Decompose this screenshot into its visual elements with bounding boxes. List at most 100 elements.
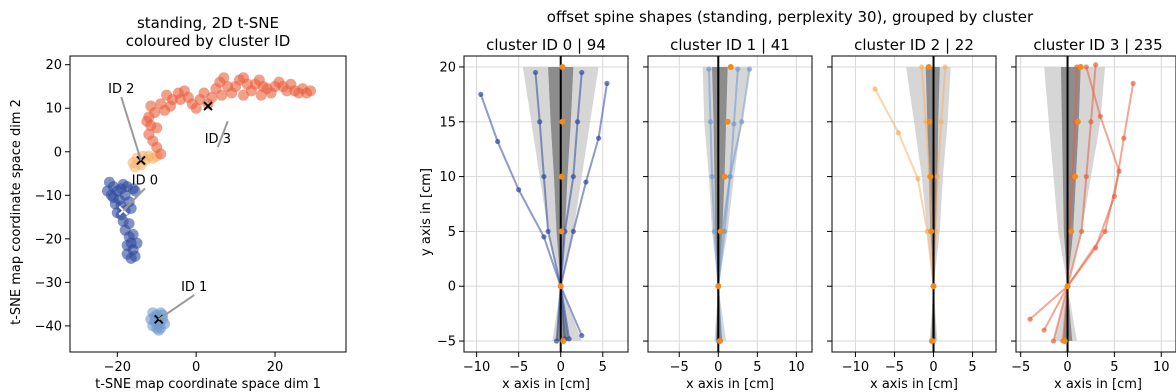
mean-marker (1072, 173, 1079, 180)
y-tick-label: −10 (35, 189, 62, 204)
scatter-point (125, 202, 137, 214)
spine-point (566, 336, 572, 342)
spine-point (1121, 135, 1127, 141)
mean-marker (717, 228, 724, 235)
spine-point (707, 119, 714, 125)
annotation-line (122, 187, 146, 212)
y-tick-label: 20 (439, 60, 456, 75)
mean-marker (558, 173, 565, 180)
spine-point (478, 91, 484, 97)
mean-marker (925, 63, 932, 70)
spine-point (942, 64, 948, 70)
spine-point (934, 173, 941, 180)
mean-marker (559, 118, 566, 125)
y-tick-label: 10 (45, 102, 62, 117)
panel-frame (1015, 55, 1176, 353)
spine-point (604, 80, 610, 87)
spine-point (545, 228, 551, 235)
mean-marker (721, 173, 728, 180)
mean-marker (928, 228, 935, 235)
tsne-y-axis-label: t-SNE map coordinate space dim 2 (9, 99, 24, 325)
x-tick-label: 0 (192, 360, 200, 375)
x-tick-label: −5 (670, 360, 689, 375)
spine-point (746, 66, 753, 72)
spine-panel: cluster ID 0 | 94 −10 −5 0 5 x axis in [cm] −5… (437, 36, 629, 392)
scatter-point (151, 122, 163, 134)
annotation-label: ID 1 (181, 280, 207, 295)
mean-marker (727, 63, 734, 70)
spine-point (1088, 119, 1094, 125)
mean-marker (1074, 118, 1081, 125)
spine-point (933, 228, 939, 235)
panel-content (1016, 56, 1176, 352)
scatter-point (127, 228, 139, 240)
y-tick-label: 20 (45, 58, 62, 73)
spread-band-inner (712, 66, 728, 342)
spine-point (735, 66, 741, 72)
spine-point (1093, 62, 1099, 68)
scatter-point (153, 324, 165, 336)
spine-point (570, 173, 576, 180)
panel-content (832, 56, 996, 352)
scatter-point (237, 89, 249, 101)
spine-point (1050, 338, 1057, 344)
spine-line (1029, 83, 1135, 320)
mean-marker (559, 63, 566, 70)
x-tick-label: −10 (842, 360, 869, 375)
spine-point (541, 234, 547, 240)
spine-panels: cluster ID 0 | 94 −10 −5 0 5 x axis in [cm] −5… (437, 36, 1176, 392)
x-tick-label: 10 (788, 360, 805, 375)
scatter-point (305, 85, 317, 97)
annotation-label: ID 0 (132, 173, 158, 188)
x-tick-label: 0 (557, 360, 565, 375)
spine-point (727, 173, 733, 180)
x-axis-label: x axis in [cm] (870, 377, 958, 392)
mean-marker (560, 338, 567, 345)
panel-frame (831, 55, 997, 353)
tsne-x-axis-label: t-SNE map coordinate space dim 1 (95, 377, 321, 392)
panel-title: cluster ID 1 | 41 (670, 36, 790, 54)
spine-point (711, 228, 717, 235)
scatter-point (131, 237, 143, 249)
spine-point (579, 69, 585, 76)
y-tick-label: 0 (448, 280, 456, 295)
panel-frame (463, 55, 629, 353)
spine-point (553, 338, 560, 344)
mean-marker (927, 173, 934, 180)
y-tick-label: −30 (35, 276, 62, 291)
spine-point (919, 64, 925, 70)
mean-marker (716, 338, 723, 345)
scatter-point (161, 89, 173, 101)
spine-point (1027, 316, 1033, 322)
scatter-point (174, 94, 186, 106)
x-tick-label: −5 (885, 360, 904, 375)
annotation-line (120, 96, 142, 161)
x-axis-label: x axis in [cm] (502, 377, 590, 392)
spine-point (731, 121, 737, 127)
spine-line (479, 94, 583, 336)
spine-panel: cluster ID 2 | 22 −10 −5 0 5 x axis in [cm] (827, 36, 997, 392)
spine-point (570, 228, 576, 235)
annotation-label: ID 3 (205, 132, 231, 147)
mean-marker (557, 283, 564, 290)
scatter-point (255, 89, 267, 101)
y-tick-label: 15 (439, 115, 456, 130)
x-tick-label: 0 (1063, 360, 1071, 375)
spine-point (895, 130, 901, 136)
spine-point (1083, 64, 1089, 70)
scatter-point (206, 91, 218, 103)
mean-marker (724, 118, 731, 125)
x-axis-label: x axis in [cm] (1054, 377, 1142, 392)
x-tick-label: 5 (968, 360, 976, 375)
x-tick-label: −20 (104, 360, 131, 375)
x-tick-label: 0 (714, 360, 722, 375)
scatter-point (143, 128, 155, 140)
spine-point (537, 119, 543, 125)
x-tick-label: 5 (1110, 360, 1118, 375)
spine-line (1043, 66, 1121, 331)
panel-content (464, 56, 628, 352)
spine-suptitle: offset spine shapes (standing, perplexit… (547, 8, 1034, 26)
scatter-point (117, 178, 129, 190)
spine-point (1130, 80, 1136, 87)
